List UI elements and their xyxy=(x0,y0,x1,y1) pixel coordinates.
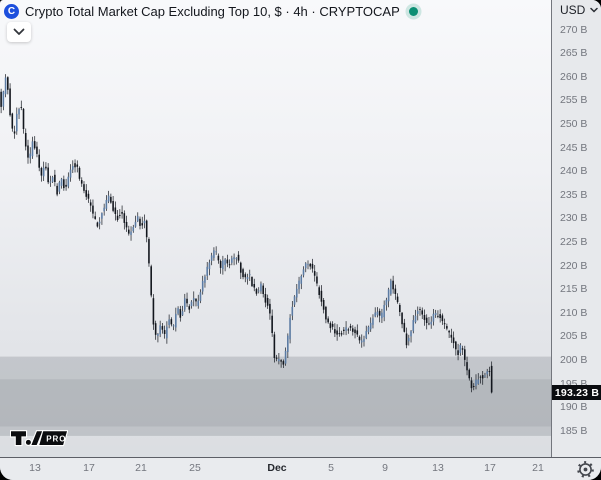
candlestick-chart[interactable] xyxy=(0,0,551,457)
highlight-zone xyxy=(0,356,551,436)
price-tick-label: 255 B xyxy=(560,94,588,107)
price-tick-label: 235 B xyxy=(560,188,588,201)
gear-icon xyxy=(577,461,594,478)
price-tick-label: 205 B xyxy=(560,330,588,343)
pro-label: PRO xyxy=(46,435,66,444)
price-tick-label: 215 B xyxy=(560,283,588,296)
chevron-down-icon xyxy=(13,28,25,35)
time-tick-label: 25 xyxy=(189,462,201,474)
time-tick-label: 17 xyxy=(83,462,95,474)
price-tick-label: 260 B xyxy=(560,70,588,83)
time-tick-label: 13 xyxy=(29,462,41,474)
chevron-down-icon xyxy=(590,7,599,13)
price-tick-label: 200 B xyxy=(560,353,588,366)
time-tick-label: 17 xyxy=(484,462,496,474)
price-tick-label: 210 B xyxy=(560,306,588,319)
time-tick-label: Dec xyxy=(267,462,287,474)
currency-selector[interactable]: USD xyxy=(560,3,599,17)
time-tick-label: 21 xyxy=(532,462,544,474)
price-axis[interactable]: USD 270 B 265 B 260 B 255 B 250 B 245 B 240 B 2… xyxy=(551,0,601,457)
symbol-title[interactable]: Crypto Total Market Cap Excluding Top 10… xyxy=(25,3,400,19)
price-tick-label: 220 B xyxy=(560,259,588,272)
highlight-zone xyxy=(0,379,551,427)
market-status-dot xyxy=(408,6,418,16)
last-price-badge: 193.23 B xyxy=(552,385,601,400)
price-tick-label: 240 B xyxy=(560,165,588,178)
price-tick-label: 230 B xyxy=(560,212,588,225)
price-tick-label: 250 B xyxy=(560,117,588,130)
price-tick-label: 270 B xyxy=(560,23,588,36)
price-tick-label: 185 B xyxy=(560,424,588,437)
currency-label: USD xyxy=(560,3,586,17)
chart-plot-area xyxy=(0,0,551,457)
time-tick-label: 5 xyxy=(328,462,334,474)
symbol-icon: C xyxy=(4,3,19,19)
time-tick-label: 9 xyxy=(382,462,388,474)
symbol-header: C Crypto Total Market Cap Excluding Top … xyxy=(4,3,418,19)
price-tick-label: 245 B xyxy=(560,141,588,154)
price-tick-label: 265 B xyxy=(560,47,588,60)
tradingview-mark xyxy=(9,430,28,447)
time-tick-label: 21 xyxy=(135,462,147,474)
tradingview-pro-logo[interactable]: PRO xyxy=(9,428,69,453)
price-tick-label: 190 B xyxy=(560,401,588,414)
time-axis[interactable]: 13 17 21 25 Dec 5 9 13 17 21 xyxy=(0,457,601,480)
axis-settings-button[interactable] xyxy=(576,460,595,479)
pro-badge xyxy=(37,430,69,447)
price-tick-label: 195 B xyxy=(560,377,588,390)
collapse-controls-button[interactable] xyxy=(7,22,31,42)
price-tick-label: 225 B xyxy=(560,235,588,248)
time-tick-label: 13 xyxy=(432,462,444,474)
